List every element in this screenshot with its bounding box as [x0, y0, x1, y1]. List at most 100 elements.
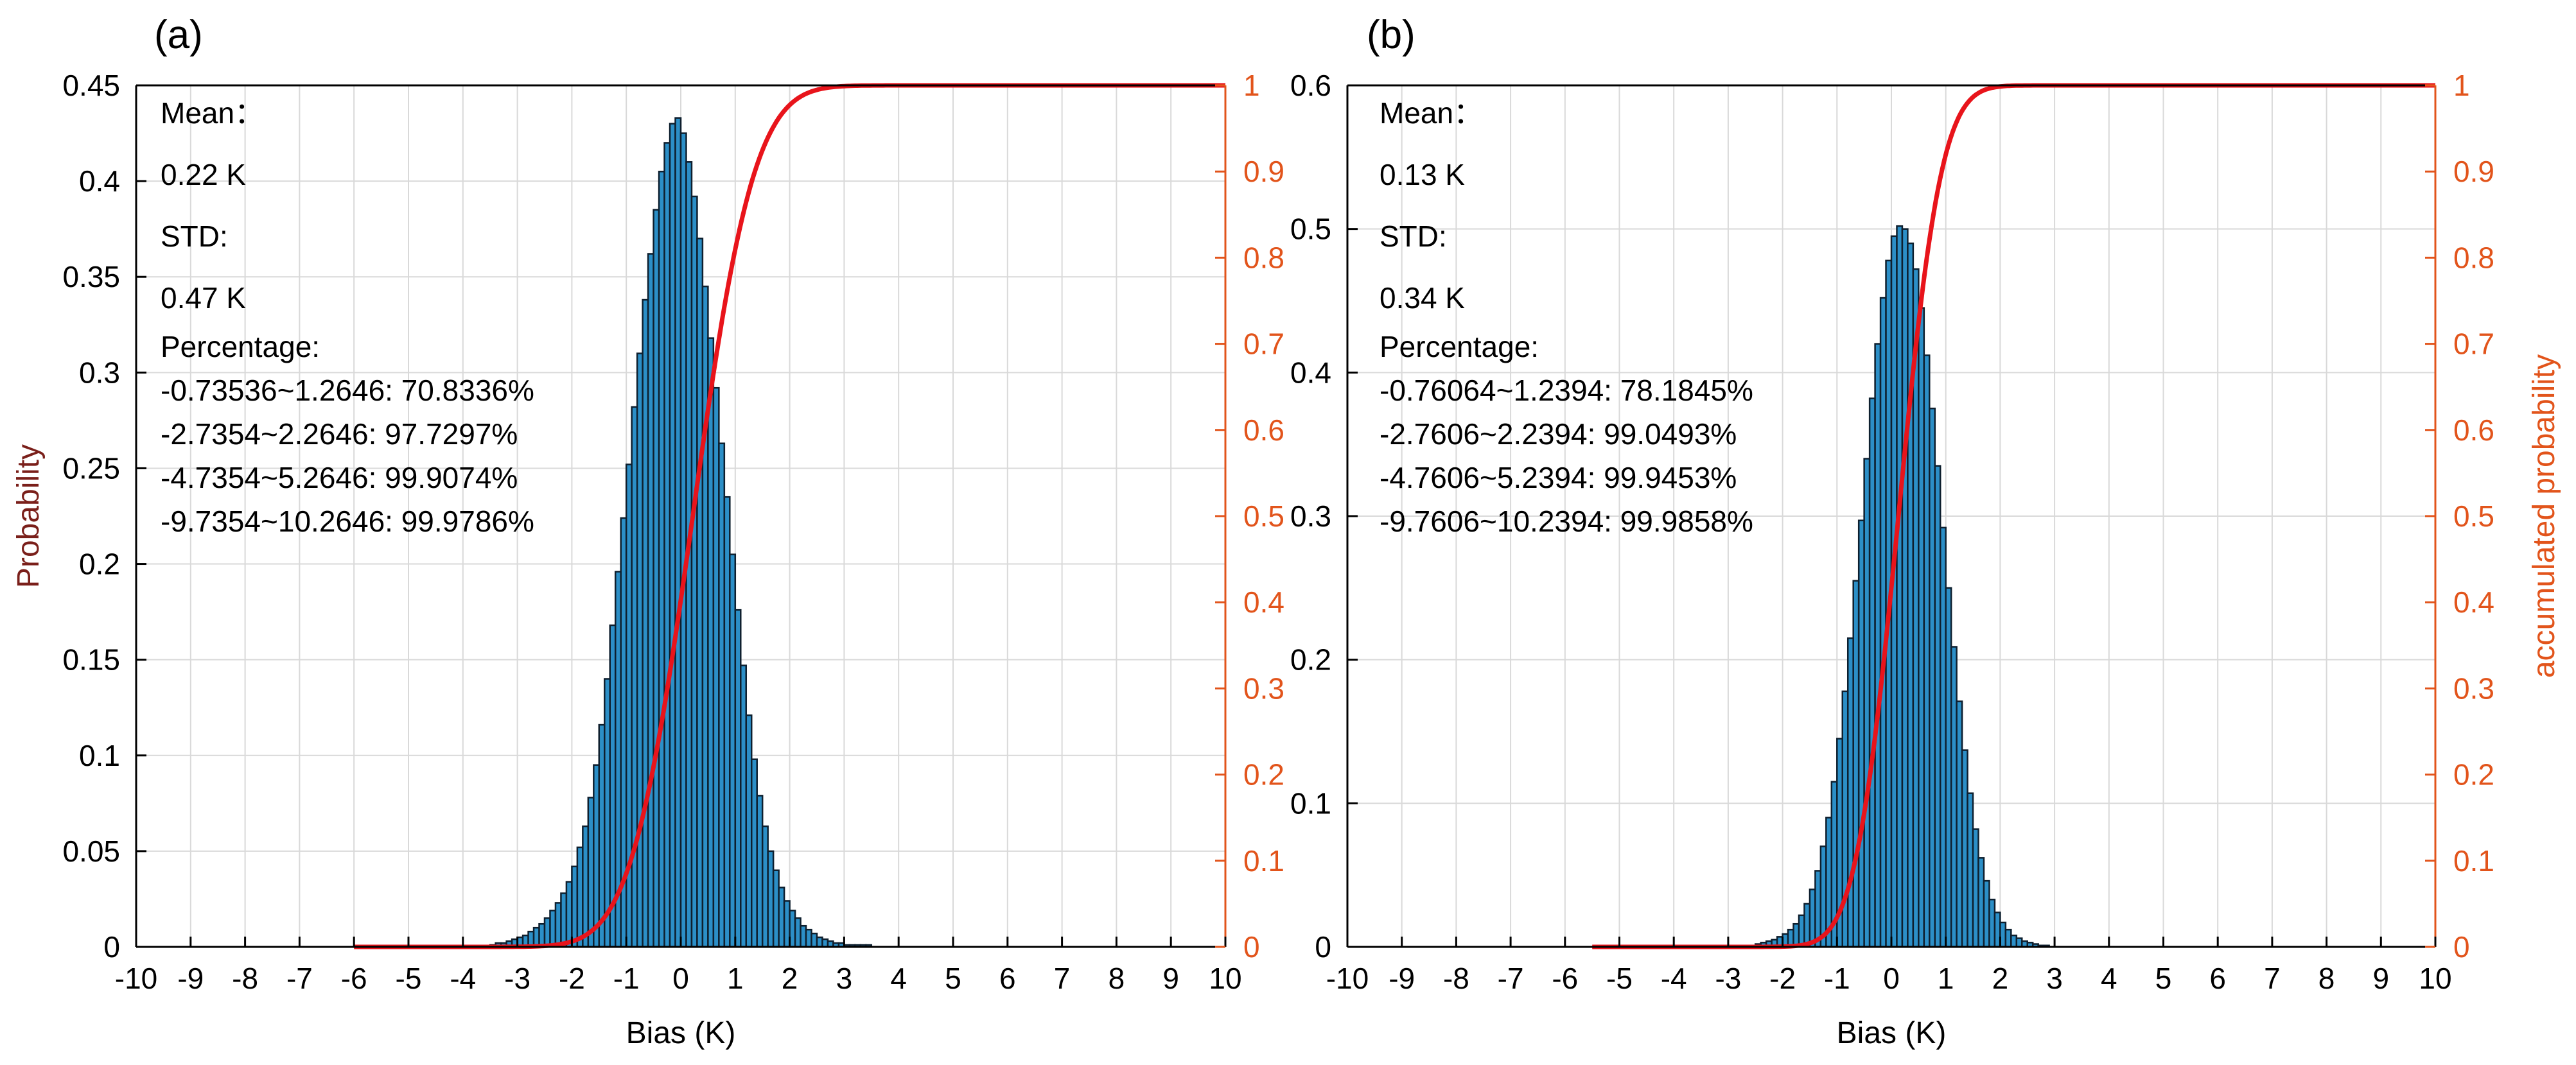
x-tick-label: 10 [2419, 962, 2451, 995]
x-tick-label: -3 [1715, 962, 1741, 995]
y-tick-label: 0 [1315, 930, 1331, 964]
histogram-bar [1983, 879, 1990, 948]
histogram-bar [582, 825, 590, 948]
histogram-bar [1950, 646, 1958, 948]
x-tick-label: 7 [1054, 962, 1071, 995]
y2-tick-label: 0.8 [1243, 241, 1284, 274]
y2-tick-label: 0.6 [2453, 413, 2494, 447]
x-tick-label: 0 [672, 962, 689, 995]
histogram-bar [1846, 637, 1854, 948]
x-tick-label: 10 [1209, 962, 1241, 995]
stats-line: 0.13 K [1380, 158, 1465, 191]
histogram-bars [1755, 225, 2050, 948]
stats-line: Percentage: [1380, 330, 1539, 363]
histogram-bar [794, 917, 802, 948]
stats-line: -4.7354~5.2646: 99.9074% [161, 461, 518, 494]
x-tick-label: 9 [1162, 962, 1179, 995]
histogram-bar [1939, 526, 1947, 948]
histogram-bar [1972, 828, 1979, 948]
y-tick-label: 0.35 [62, 260, 120, 293]
histogram-bar [816, 936, 823, 948]
histogram-bar [2004, 928, 2012, 948]
y-tick-label: 0.1 [79, 739, 120, 772]
histogram-bar [636, 352, 644, 948]
x-tick-label: 2 [782, 962, 798, 995]
x-tick-label: -5 [1606, 962, 1633, 995]
histogram-bar [549, 910, 557, 948]
x-tick-label: -7 [286, 962, 313, 995]
y-tick-label: 0.45 [62, 69, 120, 102]
histogram-bar [696, 238, 704, 948]
histogram-bar [690, 195, 698, 948]
histogram-bar [1918, 307, 1925, 948]
histogram-bar [663, 142, 671, 948]
y2-tick-label: 0.5 [1243, 499, 1284, 533]
x-tick-label: -8 [1443, 962, 1469, 995]
y-tick-label: 0.25 [62, 451, 120, 485]
histogram-bars [489, 117, 873, 948]
y2-tick-label: 0.1 [1243, 844, 1284, 878]
histogram-bar [1896, 225, 1904, 948]
x-tick-label: -10 [115, 962, 157, 995]
x-tick-label: 8 [2318, 962, 2335, 995]
histogram-bar [543, 917, 551, 948]
y2-tick-label: 0.2 [2453, 758, 2494, 792]
histogram-bar [1934, 465, 1941, 948]
x-tick-label: 5 [945, 962, 961, 995]
histogram-bar [642, 299, 649, 948]
histogram-bar [729, 553, 737, 948]
histogram-bar [1814, 870, 1822, 948]
x-tick-label: -2 [1769, 962, 1796, 995]
y-tick-label: 0.3 [1290, 499, 1331, 533]
histogram-bar [1857, 519, 1865, 948]
x-tick-label: -2 [559, 962, 585, 995]
stats-annotation: Mean： 0.13 K STD: 0.34 K Percentage: -0.76064… [1380, 96, 1753, 538]
histogram-bar [658, 170, 665, 948]
y2-tick-label: 1 [2453, 69, 2470, 102]
histogram-bar [772, 869, 780, 948]
y-tick-label: 0.05 [62, 835, 120, 868]
histogram-bar [745, 714, 753, 948]
x-tick-label: -6 [1552, 962, 1578, 995]
stats-line: Mean： [1380, 96, 1483, 130]
histogram-bar [631, 406, 638, 948]
y2-axis-title: accumulated probability [2527, 354, 2561, 678]
x-tick-label: -10 [1326, 962, 1369, 995]
y2-tick-label: 0.4 [2453, 585, 2494, 619]
y-tick-label: 0.15 [62, 643, 120, 677]
histogram-bar [571, 865, 579, 948]
histogram-bar [669, 123, 676, 948]
y2-tick-label: 0.3 [2453, 671, 2494, 705]
x-tick-label: 0 [1883, 962, 1900, 995]
histogram-bar [805, 928, 812, 948]
x-tick-label: 9 [2373, 962, 2390, 995]
y2-tick-label: 1 [1243, 69, 1260, 102]
stats-line: -2.7606~2.2394: 99.0493% [1380, 417, 1737, 451]
y-tick-label: 0.4 [79, 164, 120, 198]
x-tick-label: 4 [890, 962, 907, 995]
x-tick-label: 3 [836, 962, 853, 995]
y2-tick-label: 0.1 [2453, 844, 2494, 878]
histogram-bar [1961, 749, 1968, 948]
y2-tick-label: 0.3 [1243, 671, 1284, 705]
stats-line: 0.34 K [1380, 281, 1465, 315]
stats-line: -0.73536~1.2646: 70.8336% [161, 374, 534, 407]
x-tick-label: 8 [1108, 962, 1125, 995]
histogram-bar [679, 132, 687, 948]
histogram-bar [723, 496, 731, 948]
y-tick-label: 0.3 [79, 356, 120, 389]
y2-tick-label: 0.5 [2453, 499, 2494, 533]
x-tick-label: -8 [232, 962, 258, 995]
stats-line: STD: [161, 220, 228, 253]
x-axis-title: Bias (K) [1837, 1016, 1947, 1050]
histogram-bar [653, 209, 660, 948]
stats-line: 0.47 K [161, 281, 246, 315]
histogram-bar [1967, 792, 1974, 948]
histogram-bar [554, 902, 562, 948]
stats-annotation: Mean： 0.22 K STD: 0.47 K Percentage: -0.73536… [161, 96, 534, 538]
histogram-bar [560, 892, 568, 948]
histogram-bar [1879, 297, 1887, 948]
y-tick-label: 0.6 [1290, 69, 1331, 102]
y-tick-label: 0.1 [1290, 786, 1331, 820]
histogram-bar [1988, 898, 1996, 948]
